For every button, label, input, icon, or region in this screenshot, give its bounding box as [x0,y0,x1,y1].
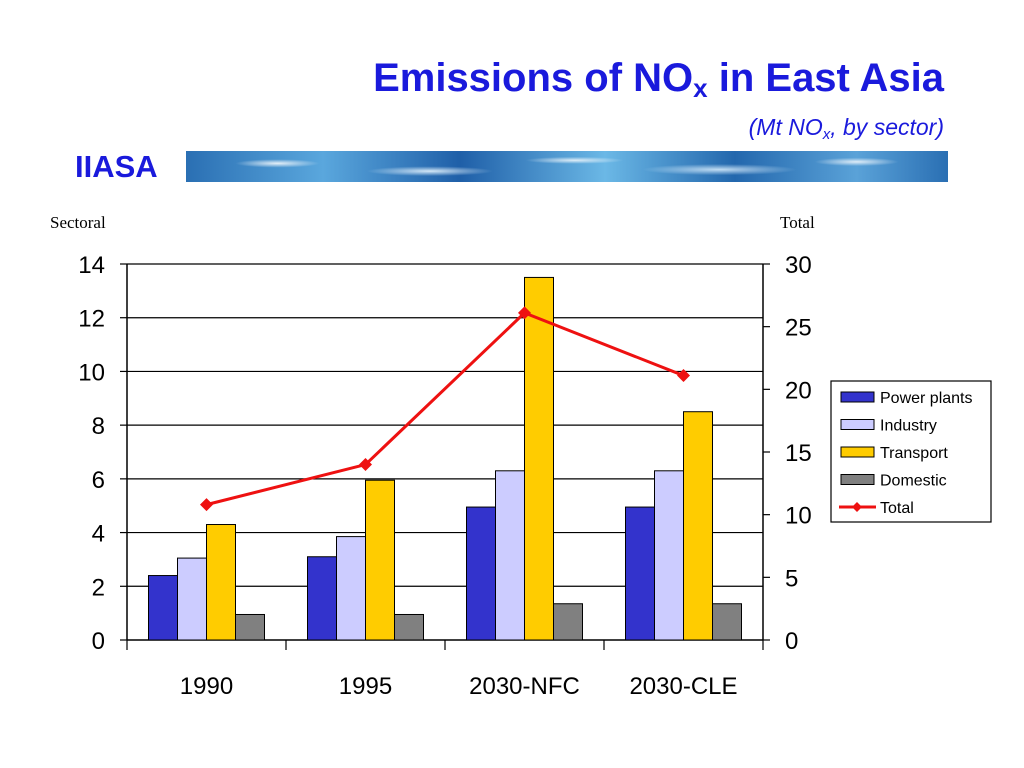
legend-label: Domestic [880,473,947,490]
legend-label: Industry [880,418,937,435]
bar-domestic [394,613,424,641]
bar-domestic [712,603,742,641]
left-axis-tick-label: 2 [92,574,105,601]
category-label: 2030-NFC [469,673,580,700]
bar-transport [206,524,236,641]
bar-domestic [235,613,265,641]
total-marker [359,458,372,472]
left-axis-tick-label: 6 [92,467,105,494]
left-axis-tick-label: 8 [92,413,105,440]
right-axis-tick-label: 20 [785,377,812,404]
chart-subtitle: (Mt NOx, by sector) [748,114,944,143]
subtitle-rest: , by sector) [830,114,944,140]
bar-power-plants [148,575,178,641]
right-axis-tick-label: 15 [785,440,812,467]
bar-industry [495,470,525,641]
right-axis-tick-label: 25 [785,315,812,342]
left-axis-title: Sectoral [50,213,106,232]
bar-power-plants [625,506,655,641]
category-label: 2030-CLE [629,673,737,700]
ocean-banner-image [186,151,948,182]
bar-domestic [553,603,583,641]
chart-title: Emissions of NOx in East Asia [373,58,944,101]
category-label: 1995 [339,673,392,700]
brand-label: IIASA [75,149,158,184]
right-axis-tick-label: 10 [785,503,812,530]
total-marker [200,498,213,512]
subtitle-open: (Mt NO [748,114,823,140]
legend-marker-sample [852,502,862,512]
subtitle-subscript: x [822,126,831,143]
legend-label: Transport [880,445,948,462]
total-marker [518,306,531,320]
bar-industry [336,536,366,641]
bar-power-plants [466,506,496,641]
category-label: 1990 [180,673,233,700]
title-rest: in East Asia [707,56,944,100]
legend-swatch [840,419,875,430]
bar-transport [365,479,395,641]
left-axis-tick-label: 10 [78,359,105,386]
left-axis-tick-label: 12 [78,306,105,333]
bar-industry [177,557,207,641]
legend-swatch [840,391,875,403]
title-main: Emissions of NO [373,56,694,100]
right-axis-tick-label: 5 [785,565,798,592]
title-subscript: x [693,73,708,103]
left-axis-tick-label: 0 [92,628,105,655]
bar-transport [683,411,713,641]
bar-industry [654,470,684,641]
bar-transport [524,276,554,641]
bar-power-plants [307,556,337,641]
legend-label: Power plants [880,390,973,407]
left-axis-tick-label: 14 [78,252,105,279]
left-axis-tick-label: 4 [92,521,105,548]
legend-label: Total [880,500,914,517]
total-marker [677,369,690,383]
legend-swatch [840,474,875,485]
right-axis-tick-label: 0 [785,628,798,655]
total-line [206,311,685,507]
right-axis-title: Total [780,213,815,232]
legend-swatch [840,446,875,458]
right-axis-tick-label: 30 [785,252,812,279]
